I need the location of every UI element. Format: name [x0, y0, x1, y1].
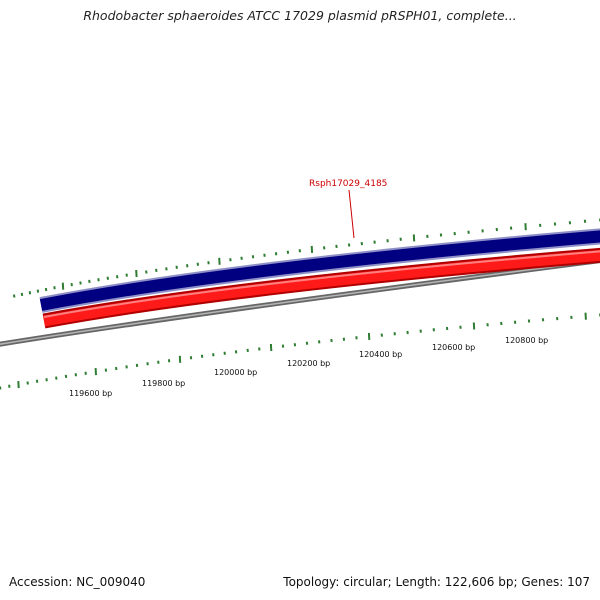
backbone-track — [0, 258, 600, 347]
forward-strand-track[interactable] — [39, 228, 600, 313]
map-title: Rhodobacter sphaeroides ATCC 17029 plasm… — [83, 8, 517, 23]
ruler-labels: 119600 bp 119800 bp 120000 bp 120200 bp … — [69, 336, 548, 398]
ruler-label: 120000 bp — [214, 368, 257, 377]
reverse-strand-track[interactable] — [42, 247, 600, 329]
inner-tick-ruler — [0, 312, 600, 390]
ruler-label: 120200 bp — [287, 359, 330, 368]
ruler-label: 120600 bp — [432, 343, 475, 352]
gene-pointer-line — [348, 189, 355, 239]
gene-annotation[interactable]: Rsph17029_4185 — [309, 179, 387, 239]
topology-summary: Topology: circular; Length: 122,606 bp; … — [283, 575, 590, 589]
ruler-label: 119800 bp — [142, 379, 185, 388]
ruler-label: 119600 bp — [69, 389, 112, 398]
ruler-label: 120400 bp — [359, 350, 402, 359]
ruler-label: 120800 bp — [505, 336, 548, 345]
accession-text: Accession: NC_009040 — [9, 575, 146, 589]
gene-label: Rsph17029_4185 — [309, 179, 387, 189]
outer-tick-ruler — [13, 218, 600, 298]
